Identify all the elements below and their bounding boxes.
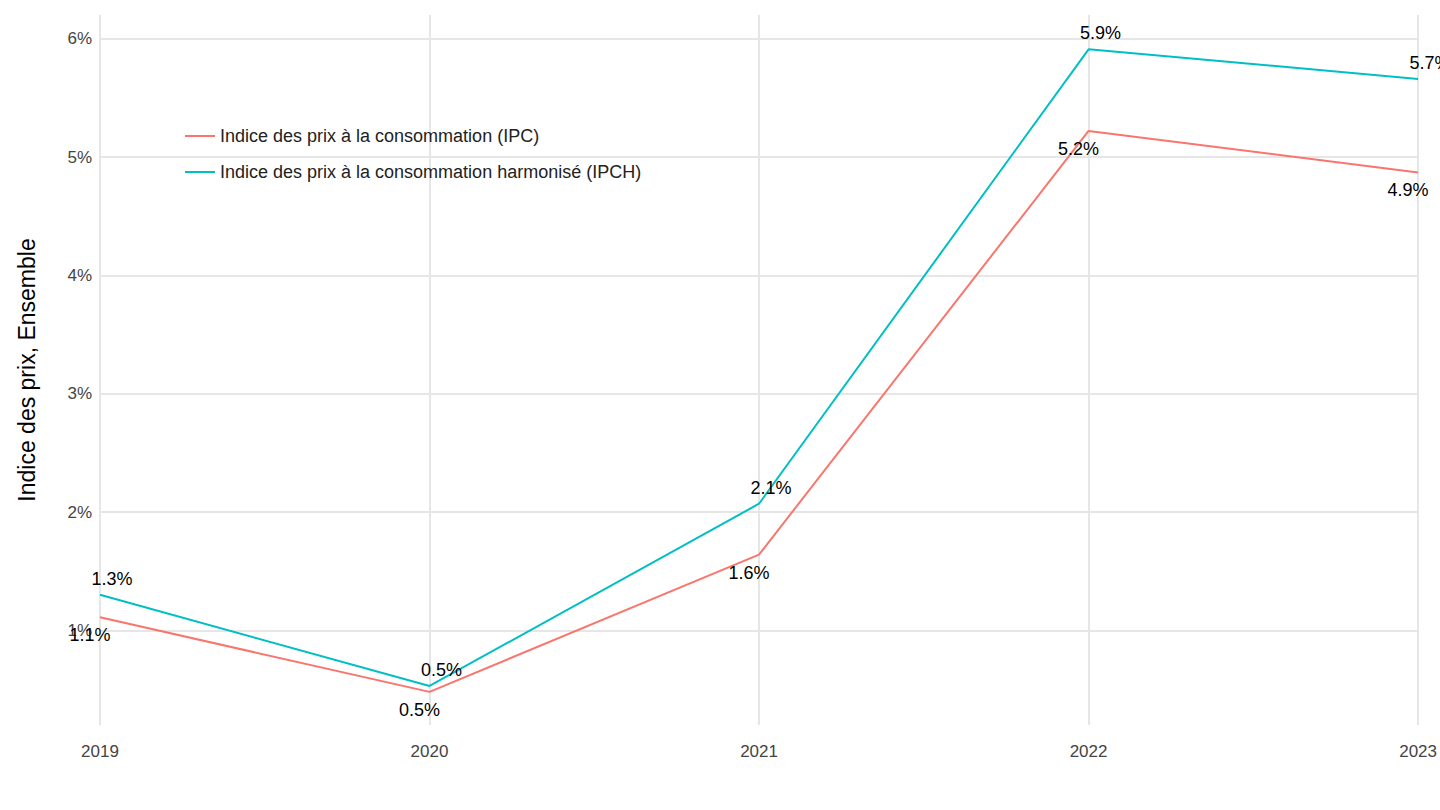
svg-text:1.1%: 1.1% — [69, 625, 110, 645]
svg-text:2019: 2019 — [81, 742, 119, 761]
svg-text:Indice des prix à la consommat: Indice des prix à la consommation (IPC) — [220, 126, 539, 146]
svg-text:Indice des prix, Ensemble: Indice des prix, Ensemble — [14, 238, 40, 501]
svg-text:1.3%: 1.3% — [91, 569, 132, 589]
svg-text:2020: 2020 — [411, 742, 449, 761]
svg-text:2.1%: 2.1% — [751, 478, 792, 498]
svg-text:5.2%: 5.2% — [1058, 139, 1099, 159]
svg-text:6%: 6% — [67, 29, 92, 48]
svg-text:0.5%: 0.5% — [399, 700, 440, 720]
svg-text:0.5%: 0.5% — [421, 660, 462, 680]
svg-text:4.9%: 4.9% — [1388, 180, 1429, 200]
svg-text:5.7%: 5.7% — [1410, 53, 1440, 73]
svg-text:4%: 4% — [67, 266, 92, 285]
svg-text:2021: 2021 — [740, 742, 778, 761]
svg-text:5%: 5% — [67, 148, 92, 167]
svg-text:2023: 2023 — [1399, 742, 1437, 761]
svg-text:1.6%: 1.6% — [729, 563, 770, 583]
svg-text:5.9%: 5.9% — [1080, 23, 1121, 43]
svg-text:2022: 2022 — [1070, 742, 1108, 761]
svg-text:2%: 2% — [67, 503, 92, 522]
svg-text:Indice des prix à la consommat: Indice des prix à la consommation harmon… — [220, 162, 641, 182]
svg-text:3%: 3% — [67, 384, 92, 403]
